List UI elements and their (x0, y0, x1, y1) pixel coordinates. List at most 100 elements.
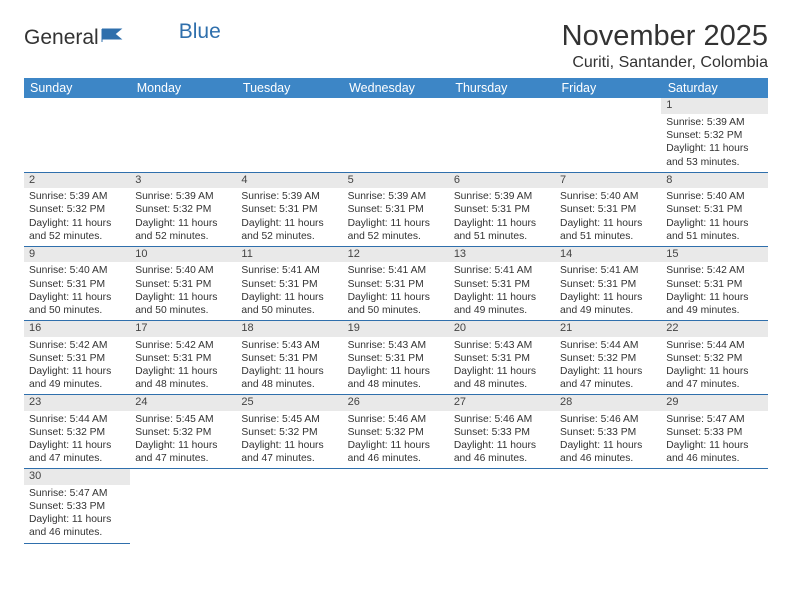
daylight-text: Daylight: 11 hours and 52 minutes. (29, 217, 125, 243)
daylight-text: Daylight: 11 hours and 48 minutes. (454, 365, 550, 391)
day-number-cell: 10 (130, 246, 236, 262)
sunset-text: Sunset: 5:31 PM (454, 203, 550, 216)
day-content-cell: Sunrise: 5:39 AMSunset: 5:31 PMDaylight:… (449, 188, 555, 246)
daylight-text: Daylight: 11 hours and 48 minutes. (348, 365, 444, 391)
day-number-cell (130, 98, 236, 114)
sunrise-text: Sunrise: 5:46 AM (560, 413, 656, 426)
day-number-cell (555, 469, 661, 485)
day-content-cell: Sunrise: 5:41 AMSunset: 5:31 PMDaylight:… (555, 262, 661, 320)
content-row: Sunrise: 5:39 AMSunset: 5:32 PMDaylight:… (24, 188, 768, 246)
sunrise-text: Sunrise: 5:39 AM (454, 190, 550, 203)
day-header: Sunday (24, 78, 130, 98)
sunrise-text: Sunrise: 5:40 AM (29, 264, 125, 277)
day-content-cell: Sunrise: 5:39 AMSunset: 5:32 PMDaylight:… (661, 114, 767, 172)
daylight-text: Daylight: 11 hours and 50 minutes. (135, 291, 231, 317)
day-number-cell: 27 (449, 395, 555, 411)
day-number-cell (236, 469, 342, 485)
sunset-text: Sunset: 5:31 PM (454, 352, 550, 365)
day-number-cell: 16 (24, 321, 130, 337)
day-content-cell: Sunrise: 5:40 AMSunset: 5:31 PMDaylight:… (555, 188, 661, 246)
sunrise-text: Sunrise: 5:39 AM (241, 190, 337, 203)
day-content-cell (130, 485, 236, 543)
day-content-cell (236, 114, 342, 172)
sunrise-text: Sunrise: 5:43 AM (241, 339, 337, 352)
daylight-text: Daylight: 11 hours and 47 minutes. (241, 439, 337, 465)
day-number-cell: 22 (661, 321, 767, 337)
sunrise-text: Sunrise: 5:47 AM (666, 413, 762, 426)
day-content-cell: Sunrise: 5:42 AMSunset: 5:31 PMDaylight:… (24, 337, 130, 395)
day-content-cell: Sunrise: 5:41 AMSunset: 5:31 PMDaylight:… (449, 262, 555, 320)
day-content-cell: Sunrise: 5:39 AMSunset: 5:31 PMDaylight:… (343, 188, 449, 246)
sunset-text: Sunset: 5:31 PM (666, 278, 762, 291)
day-content-cell (130, 114, 236, 172)
sunrise-text: Sunrise: 5:47 AM (29, 487, 125, 500)
day-number-cell (343, 98, 449, 114)
daylight-text: Daylight: 11 hours and 53 minutes. (666, 142, 762, 168)
sunset-text: Sunset: 5:31 PM (454, 278, 550, 291)
day-number-cell: 20 (449, 321, 555, 337)
daylight-text: Daylight: 11 hours and 51 minutes. (666, 217, 762, 243)
sunset-text: Sunset: 5:33 PM (29, 500, 125, 513)
sunset-text: Sunset: 5:32 PM (135, 203, 231, 216)
content-row: Sunrise: 5:40 AMSunset: 5:31 PMDaylight:… (24, 262, 768, 320)
day-number-cell: 5 (343, 172, 449, 188)
day-number-cell: 13 (449, 246, 555, 262)
sunset-text: Sunset: 5:31 PM (135, 278, 231, 291)
day-header: Monday (130, 78, 236, 98)
sunrise-text: Sunrise: 5:41 AM (348, 264, 444, 277)
day-number-cell: 7 (555, 172, 661, 188)
sunset-text: Sunset: 5:31 PM (348, 203, 444, 216)
daylight-text: Daylight: 11 hours and 52 minutes. (135, 217, 231, 243)
sunrise-text: Sunrise: 5:39 AM (348, 190, 444, 203)
day-content-cell: Sunrise: 5:42 AMSunset: 5:31 PMDaylight:… (661, 262, 767, 320)
day-number-cell (661, 469, 767, 485)
daylight-text: Daylight: 11 hours and 50 minutes. (348, 291, 444, 317)
sunset-text: Sunset: 5:32 PM (666, 352, 762, 365)
sunrise-text: Sunrise: 5:44 AM (29, 413, 125, 426)
day-number-cell: 25 (236, 395, 342, 411)
day-content-cell: Sunrise: 5:41 AMSunset: 5:31 PMDaylight:… (343, 262, 449, 320)
day-number-cell: 12 (343, 246, 449, 262)
sunset-text: Sunset: 5:32 PM (29, 426, 125, 439)
day-content-cell: Sunrise: 5:46 AMSunset: 5:33 PMDaylight:… (449, 411, 555, 469)
day-number-cell: 2 (24, 172, 130, 188)
sunrise-text: Sunrise: 5:40 AM (666, 190, 762, 203)
content-row: Sunrise: 5:39 AMSunset: 5:32 PMDaylight:… (24, 114, 768, 172)
daynum-row: 9101112131415 (24, 246, 768, 262)
sunset-text: Sunset: 5:31 PM (560, 278, 656, 291)
daylight-text: Daylight: 11 hours and 52 minutes. (348, 217, 444, 243)
day-content-cell: Sunrise: 5:41 AMSunset: 5:31 PMDaylight:… (236, 262, 342, 320)
day-content-cell: Sunrise: 5:39 AMSunset: 5:32 PMDaylight:… (130, 188, 236, 246)
sunset-text: Sunset: 5:31 PM (241, 203, 337, 216)
daylight-text: Daylight: 11 hours and 47 minutes. (560, 365, 656, 391)
sunrise-text: Sunrise: 5:41 AM (241, 264, 337, 277)
day-number-cell: 17 (130, 321, 236, 337)
title-block: November 2025 Curiti, Santander, Colombi… (562, 20, 768, 72)
day-number-cell: 26 (343, 395, 449, 411)
daylight-text: Daylight: 11 hours and 50 minutes. (241, 291, 337, 317)
day-content-cell: Sunrise: 5:39 AMSunset: 5:32 PMDaylight:… (24, 188, 130, 246)
daylight-text: Daylight: 11 hours and 46 minutes. (560, 439, 656, 465)
day-content-cell: Sunrise: 5:46 AMSunset: 5:32 PMDaylight:… (343, 411, 449, 469)
day-content-cell: Sunrise: 5:40 AMSunset: 5:31 PMDaylight:… (661, 188, 767, 246)
day-content-cell (343, 114, 449, 172)
day-number-cell: 28 (555, 395, 661, 411)
sunset-text: Sunset: 5:31 PM (241, 352, 337, 365)
day-content-cell: Sunrise: 5:47 AMSunset: 5:33 PMDaylight:… (661, 411, 767, 469)
day-content-cell (343, 485, 449, 543)
day-content-cell: Sunrise: 5:44 AMSunset: 5:32 PMDaylight:… (661, 337, 767, 395)
sunrise-text: Sunrise: 5:40 AM (560, 190, 656, 203)
day-content-cell: Sunrise: 5:43 AMSunset: 5:31 PMDaylight:… (343, 337, 449, 395)
sunset-text: Sunset: 5:31 PM (29, 278, 125, 291)
sunset-text: Sunset: 5:33 PM (666, 426, 762, 439)
daylight-text: Daylight: 11 hours and 49 minutes. (29, 365, 125, 391)
sunrise-text: Sunrise: 5:39 AM (29, 190, 125, 203)
calendar-body: 1Sunrise: 5:39 AMSunset: 5:32 PMDaylight… (24, 98, 768, 543)
daylight-text: Daylight: 11 hours and 46 minutes. (348, 439, 444, 465)
header: General Blue November 2025 Curiti, Santa… (24, 20, 768, 72)
daynum-row: 30 (24, 469, 768, 485)
sunset-text: Sunset: 5:32 PM (241, 426, 337, 439)
day-number-cell: 23 (24, 395, 130, 411)
day-content-cell (661, 485, 767, 543)
sunrise-text: Sunrise: 5:39 AM (666, 116, 762, 129)
